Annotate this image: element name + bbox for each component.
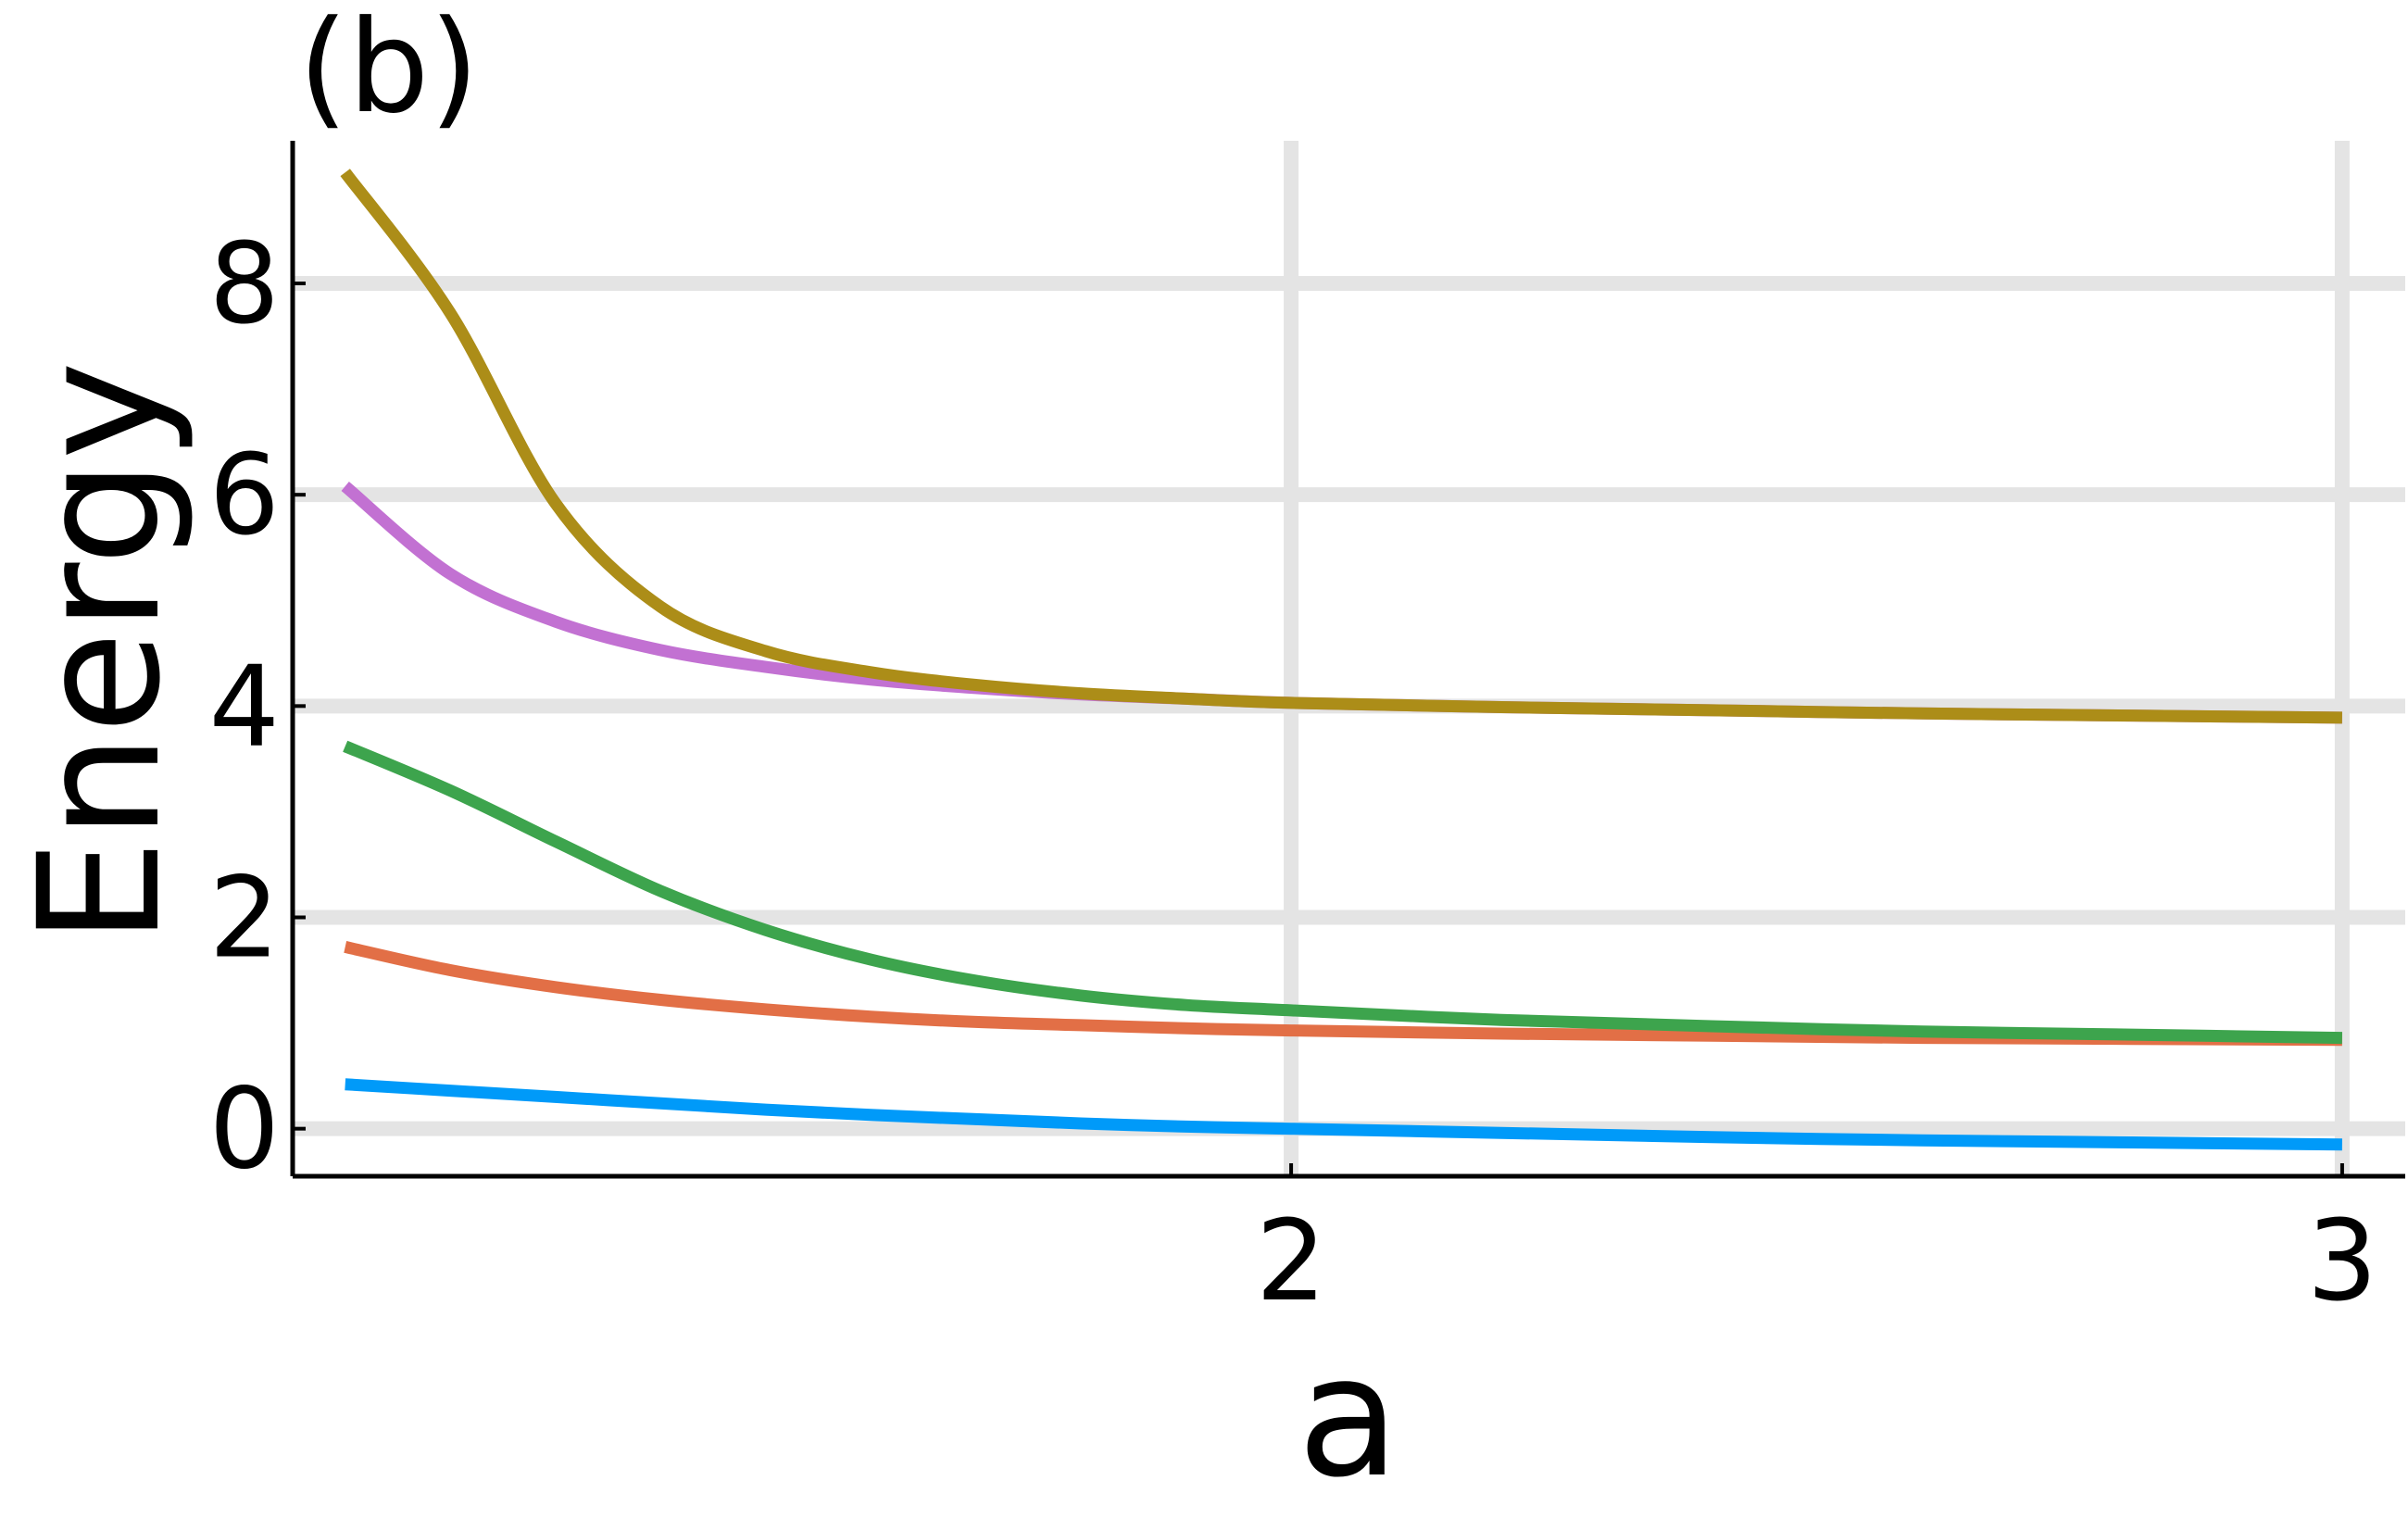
- x-tick-label: 3: [2307, 1198, 2377, 1326]
- series-line-5: [340, 169, 2342, 724]
- y-tick-label: 8: [209, 220, 280, 349]
- x-tick-label: 2: [1256, 1198, 1326, 1326]
- y-tick-label: 2: [209, 855, 280, 984]
- panel-label: (b): [298, 0, 479, 142]
- y-tick-label: 4: [209, 643, 280, 772]
- y-tick-label: 0: [209, 1066, 280, 1195]
- y-tick-label: 6: [209, 432, 280, 560]
- y-axis-title: Energy: [4, 361, 197, 945]
- axes: [290, 141, 2405, 1179]
- series-line-2: [344, 941, 2342, 1047]
- ticks: 0 2 4 6 8 2 3: [209, 220, 2377, 1326]
- series-line-1: [345, 1078, 2342, 1151]
- grid: [293, 141, 2405, 1176]
- series-lines: [340, 169, 2343, 1151]
- x-axis-title: a: [1298, 1321, 1399, 1514]
- series-line-3: [343, 740, 2343, 1045]
